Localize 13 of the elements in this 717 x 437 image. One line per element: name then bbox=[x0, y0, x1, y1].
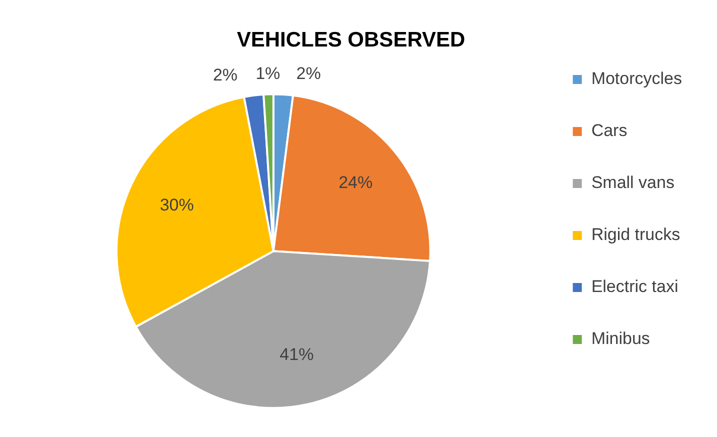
legend-label: Minibus bbox=[591, 329, 650, 348]
data-label: 41% bbox=[280, 344, 314, 364]
data-label: 1% bbox=[256, 64, 280, 83]
legend-label: Rigid trucks bbox=[591, 225, 680, 244]
data-label: 2% bbox=[212, 65, 238, 84]
chart-title: VEHICLES OBSERVED bbox=[236, 28, 466, 52]
data-label: 24% bbox=[338, 172, 373, 192]
data-label: 30% bbox=[160, 195, 194, 214]
legend-label: Motorcycles bbox=[591, 69, 682, 88]
legend-label: Electric taxi bbox=[591, 277, 678, 296]
legend-label: Cars bbox=[591, 121, 628, 140]
legend-label: Small vans bbox=[591, 173, 674, 192]
data-label: 2% bbox=[296, 64, 321, 84]
